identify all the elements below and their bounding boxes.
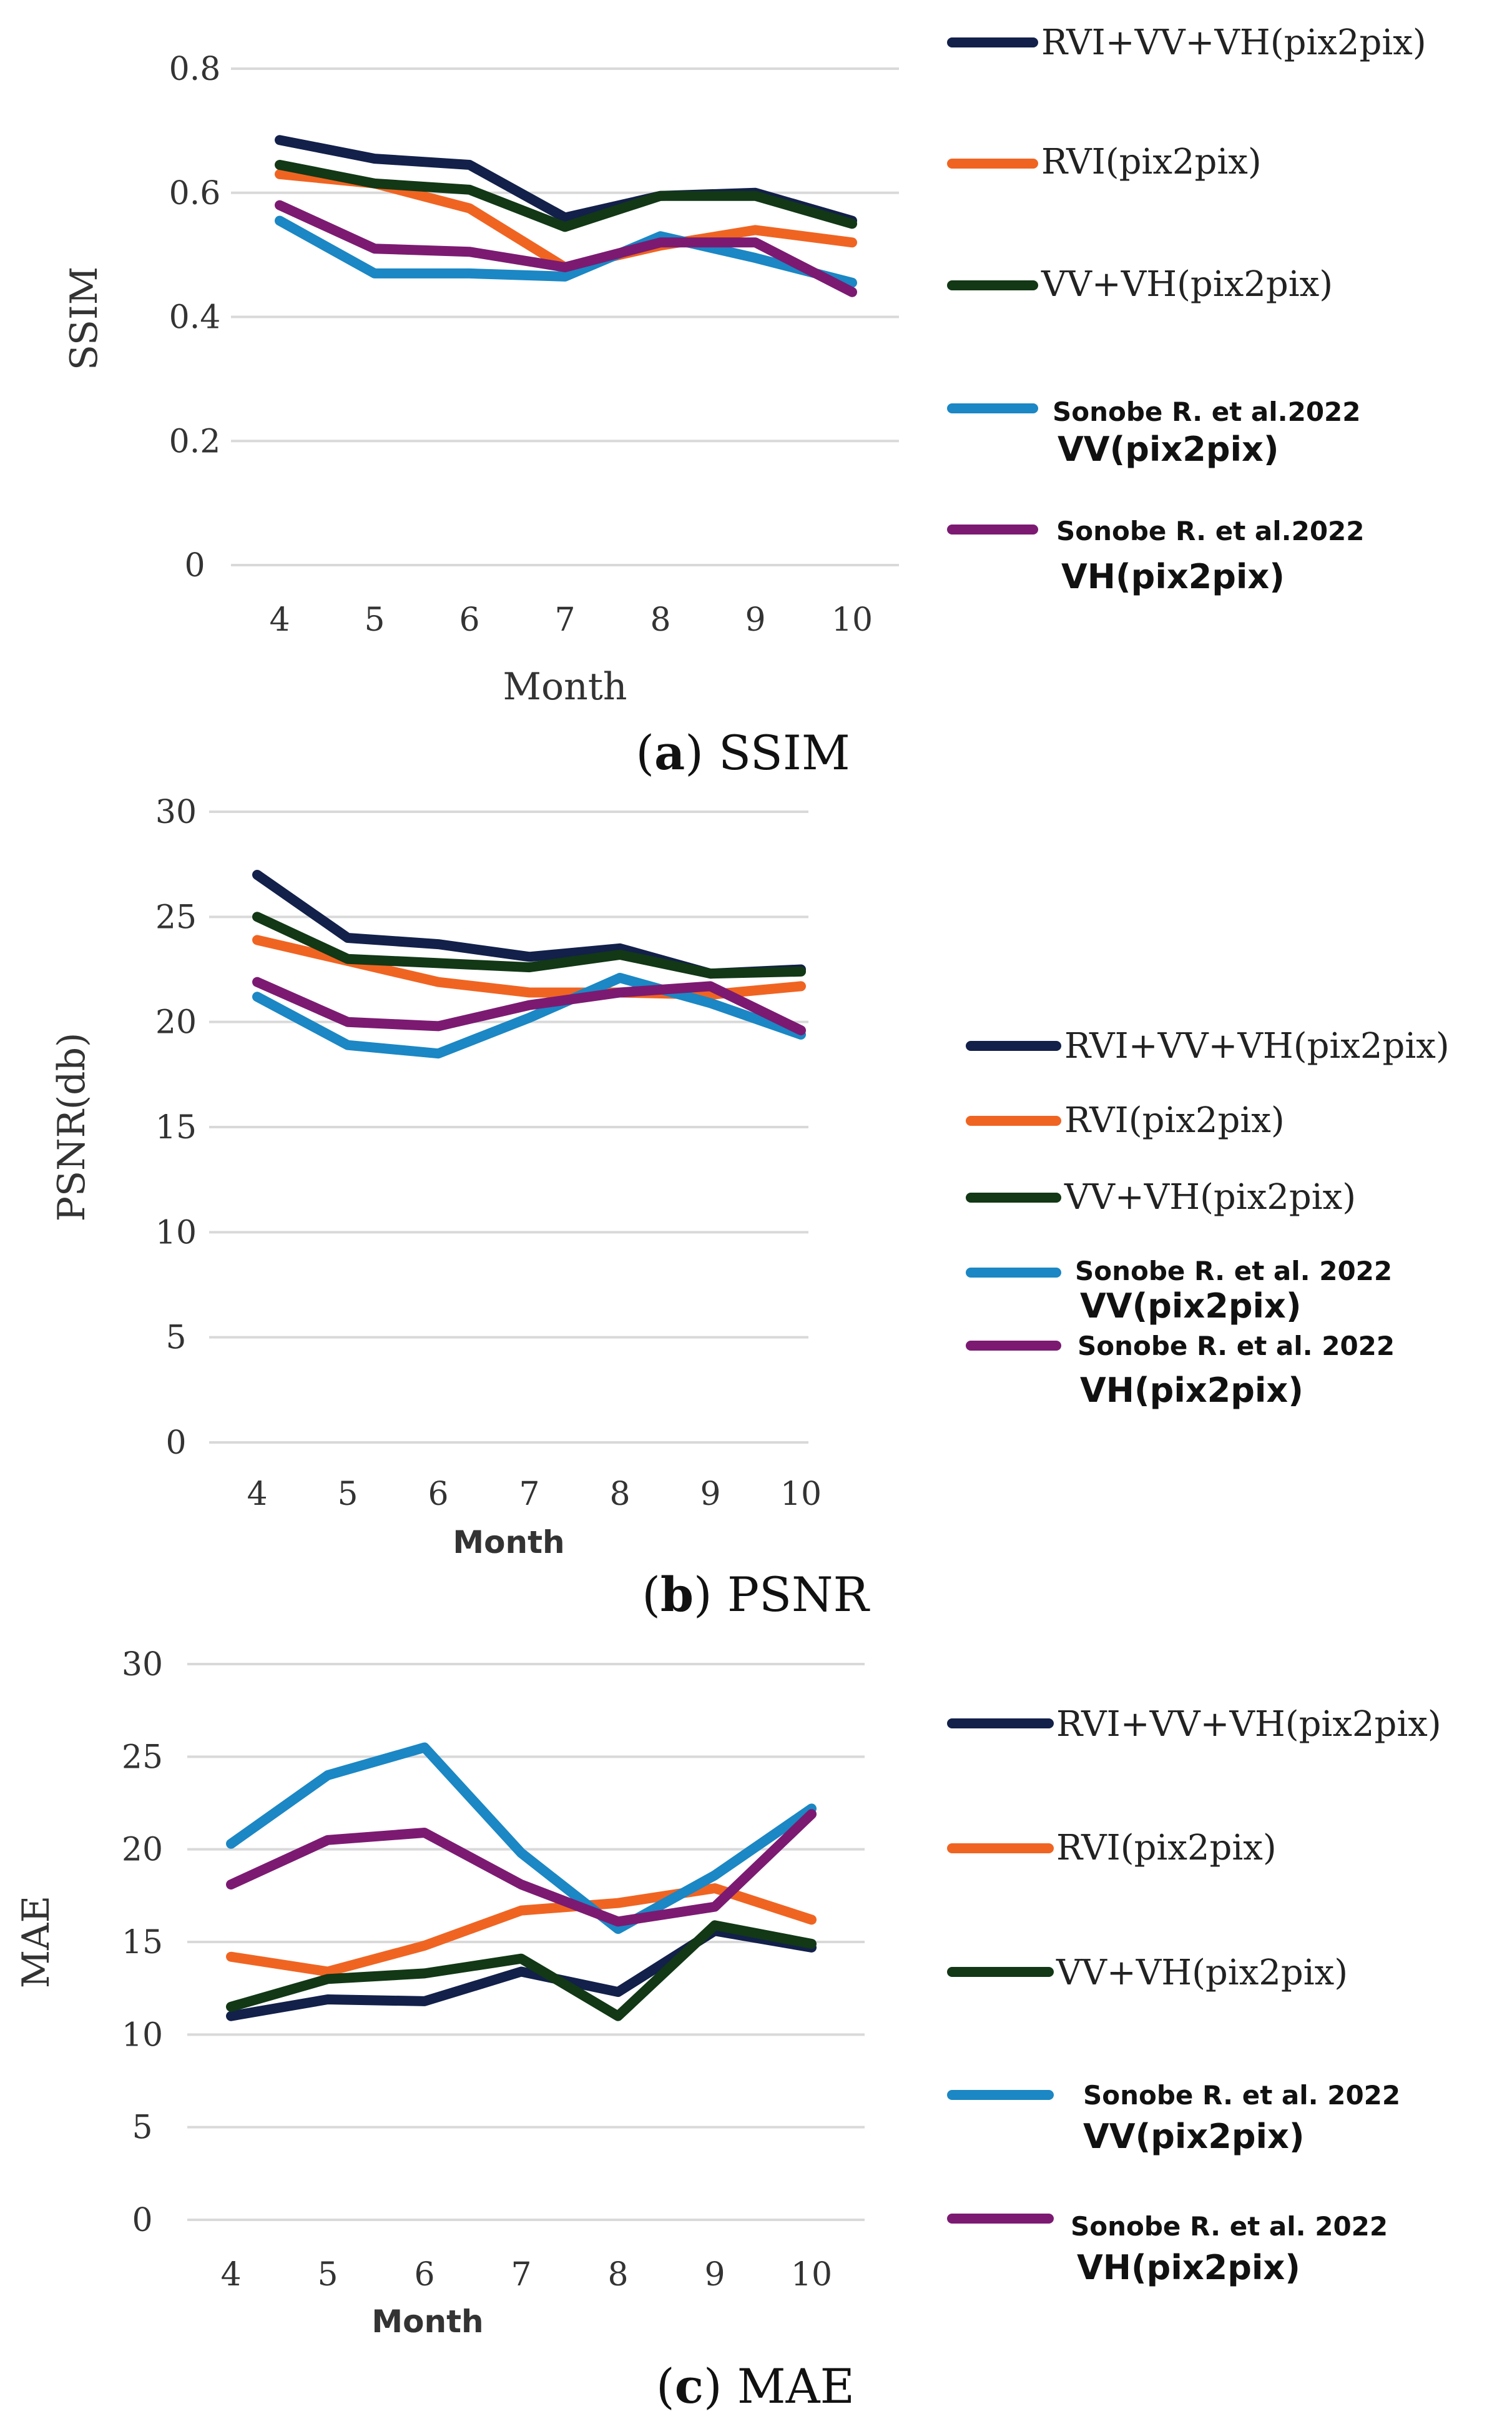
mae-y-tick-label: 0: [132, 2202, 152, 2239]
mae-y-tick-label: 5: [132, 2109, 152, 2147]
psnr-y-tick-label: 30: [155, 794, 197, 831]
psnr-y-tick-label: 5: [165, 1319, 186, 1357]
ssim-legend-label-source: Sonobe R. et al.2022: [1053, 397, 1361, 427]
ssim-x-tick-label: 9: [745, 601, 765, 639]
ssim-y-tick-label: 0.4: [169, 299, 221, 337]
mae-y-tick-label: 30: [122, 1646, 163, 1683]
psnr-legend-label-source: Sonobe R. et al. 2022: [1078, 1331, 1395, 1361]
ssim-x-tick-label: 4: [269, 601, 290, 639]
ssim-chart: 0 0.2 0.4 0.6 0.8 4 5 6 7 8 9 10 SSIM Month RVI+VV+VH(…: [62, 22, 1426, 781]
ssim-y-tick-label: 0.2: [169, 423, 221, 460]
mae-x-tick-label: 9: [704, 2256, 725, 2294]
psnr-y-tick-label: 10: [155, 1214, 197, 1251]
ssim-legend-label: VV+VH(pix2pix): [1041, 264, 1333, 305]
mae-x-tick-label: 6: [414, 2256, 434, 2294]
ssim-x-tick-label: 10: [832, 601, 873, 639]
mae-legend-label: RVI+VV+VH(pix2pix): [1056, 1704, 1441, 1745]
ssim-legend-label: RVI(pix2pix): [1041, 142, 1262, 182]
mae-y-tick-label: 10: [122, 2016, 163, 2054]
ssim-caption-letter: a: [654, 725, 685, 781]
mae-legend-label-source: Sonobe R. et al. 2022: [1083, 2080, 1400, 2111]
psnr-y-tick-label: 0: [165, 1424, 186, 1462]
mae-x-axis-title: Month: [371, 2303, 483, 2340]
mae-caption-text: MAE: [722, 2358, 855, 2414]
ssim-legend-label: VH(pix2pix): [1061, 557, 1285, 596]
psnr-x-tick-label: 5: [337, 1476, 358, 1513]
ssim-x-tick-label: 5: [364, 601, 385, 639]
mae-x-tick-label: 10: [791, 2256, 832, 2294]
ssim-y-tick-label: 0.6: [169, 175, 221, 212]
psnr-caption-letter: b: [660, 1567, 694, 1622]
mae-y-tick-label: 15: [122, 1924, 163, 1961]
psnr-y-tick-label: 15: [155, 1109, 197, 1146]
ssim-legend-label: RVI+VV+VH(pix2pix): [1041, 22, 1426, 63]
mae-legend-label: VH(pix2pix): [1077, 2248, 1300, 2287]
mae-y-axis-title: MAE: [14, 1896, 58, 1989]
mae-legend-label: RVI(pix2pix): [1056, 1828, 1277, 1868]
psnr-legend-label: RVI(pix2pix): [1064, 1100, 1285, 1141]
ssim-legend-label: VV(pix2pix): [1058, 430, 1279, 469]
psnr-x-tick-label: 8: [609, 1476, 630, 1513]
psnr-series-line-3: [252, 912, 806, 979]
psnr-x-tick-label: 10: [780, 1476, 822, 1513]
mae-series-line-4: [226, 1742, 817, 1934]
psnr-x-axis-title: Month: [453, 1524, 564, 1560]
mae-caption-letter: c: [675, 2358, 704, 2414]
psnr-y-axis-title: PSNR(db): [50, 1033, 94, 1222]
psnr-x-tick-label: 9: [700, 1476, 720, 1513]
ssim-series-line-5: [275, 200, 857, 297]
ssim-series-line-3: [275, 160, 857, 232]
ssim-series-line-4: [275, 215, 857, 288]
mae-y-tick-label: 25: [122, 1738, 163, 1776]
mae-legend-label: VV(pix2pix): [1083, 2117, 1305, 2156]
mae-x-tick-label: 5: [317, 2256, 338, 2294]
mae-legend-label-source: Sonobe R. et al. 2022: [1071, 2211, 1388, 2242]
mae-y-tick-label: 20: [122, 1831, 163, 1869]
mae-chart: 0 5 10 15 20 25 30 4 5 6 7 8 9 10 MAE Month RVI+VV+VH(pi…: [14, 1646, 1441, 2414]
psnr-y-tick-label: 25: [155, 899, 197, 936]
psnr-x-tick-label: 7: [519, 1476, 539, 1513]
mae-legend-label: VV+VH(pix2pix): [1056, 1953, 1348, 1993]
psnr-legend-label-source: Sonobe R. et al. 2022: [1075, 1256, 1392, 1286]
ssim-x-tick-label: 6: [459, 601, 479, 639]
ssim-x-tick-label: 8: [650, 601, 670, 639]
ssim-caption-text: SSIM: [704, 725, 850, 781]
psnr-legend-label: VV+VH(pix2pix): [1064, 1177, 1356, 1218]
psnr-x-tick-label: 4: [247, 1476, 267, 1513]
ssim-y-tick-label: 0: [184, 547, 205, 584]
psnr-chart: 0 5 10 15 20 25 30 4 5 6 7 8 9 10 PSNR(db) Month RVI+VV+…: [50, 794, 1450, 1622]
psnr-legend-label: VV(pix2pix): [1080, 1286, 1302, 1326]
mae-x-tick-label: 4: [220, 2256, 241, 2294]
ssim-legend-label-source: Sonobe R. et al.2022: [1056, 516, 1365, 546]
ssim-y-axis-title: SSIM: [62, 267, 106, 370]
psnr-legend-label: VH(pix2pix): [1080, 1371, 1303, 1410]
ssim-x-axis-title: Month: [503, 665, 627, 709]
ssim-y-tick-label: 0.8: [169, 51, 221, 88]
mae-series-line-2: [226, 1883, 817, 1977]
psnr-caption-text: PSNR: [712, 1567, 871, 1622]
ssim-caption: (a) SSIM: [636, 725, 850, 781]
mae-caption: (c) MAE: [656, 2358, 855, 2414]
mae-series-line-5: [226, 1809, 817, 1927]
mae-x-tick-label: 8: [607, 2256, 628, 2294]
ssim-x-tick-label: 7: [554, 601, 575, 639]
psnr-x-tick-label: 6: [428, 1476, 448, 1513]
psnr-series-line-4: [252, 973, 806, 1059]
psnr-caption: (b) PSNR: [642, 1567, 870, 1622]
psnr-legend-label: RVI+VV+VH(pix2pix): [1064, 1026, 1450, 1067]
mae-series-line-3: [226, 1920, 817, 2021]
psnr-series-line-5: [252, 977, 806, 1036]
psnr-y-tick-label: 20: [155, 1004, 197, 1042]
mae-x-tick-label: 7: [511, 2256, 531, 2294]
